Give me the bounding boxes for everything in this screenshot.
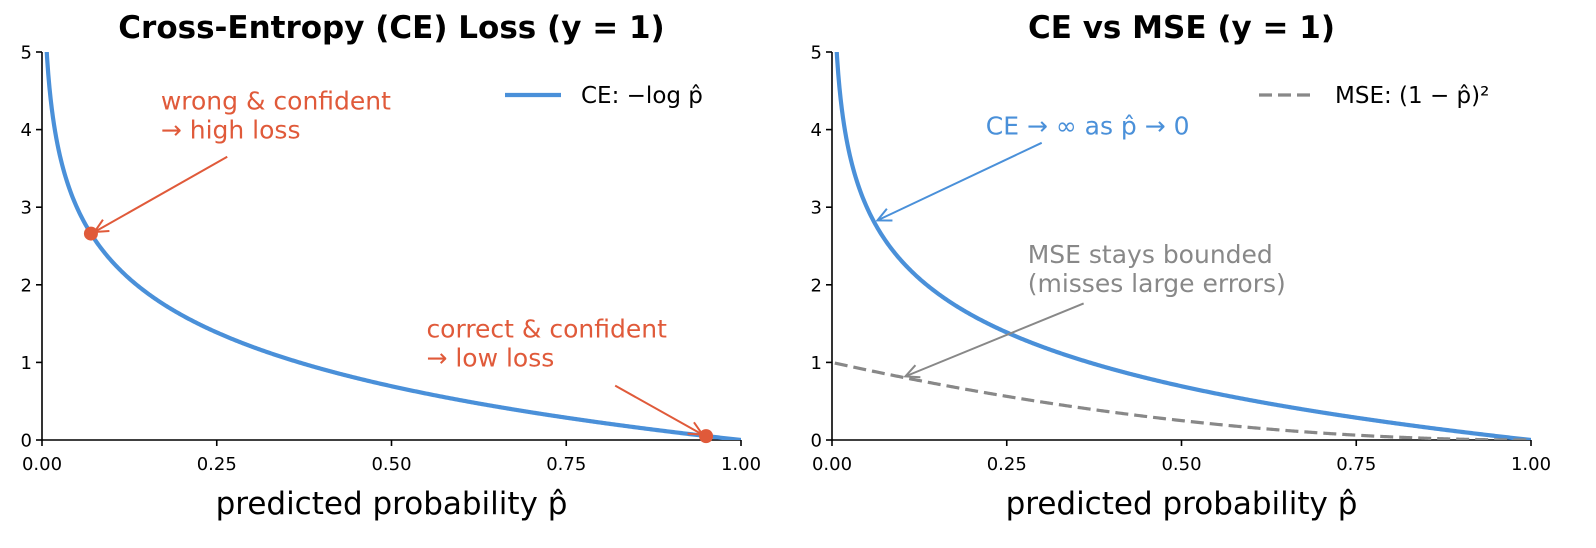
- chart-title: CE vs MSE (y = 1): [1028, 10, 1335, 46]
- y-tick-label: 3: [811, 198, 822, 219]
- annotation-text: (misses large errors): [1028, 269, 1286, 298]
- x-axis-label: predicted probability p̂: [216, 486, 568, 522]
- annotation-arrowhead: [903, 364, 921, 379]
- annotation-text: wrong & confident: [161, 86, 391, 115]
- annotation-text: CE → ∞ as p̂ → 0: [986, 111, 1190, 140]
- x-tick-label: 1.00: [1511, 454, 1551, 475]
- y-tick-label: 4: [811, 120, 822, 141]
- y-tick-label: 3: [21, 198, 32, 219]
- annotation-arrowhead: [875, 208, 893, 222]
- x-tick-label: 0.25: [197, 454, 237, 475]
- y-tick-label: 0: [21, 431, 32, 452]
- x-tick-label: 0.75: [546, 454, 586, 475]
- y-tick-label: 0: [811, 431, 822, 452]
- y-tick-label: 5: [811, 43, 822, 64]
- annotation-text: MSE stays bounded: [1028, 240, 1273, 269]
- annotation-arrowhead: [92, 219, 110, 234]
- x-tick-label: 1.00: [721, 454, 761, 475]
- annotation-text: → low loss: [426, 344, 554, 373]
- annotation-arrowhead: [687, 421, 705, 436]
- annotation-arrow: [877, 141, 1043, 222]
- x-tick-label: 0.50: [371, 454, 411, 475]
- y-tick-label: 5: [21, 43, 32, 64]
- legend-label: MSE: (1 − p̂)²: [1335, 83, 1489, 109]
- series-line-1: [44, 52, 741, 440]
- y-tick-label: 1: [21, 353, 32, 374]
- annotation-text: → high loss: [161, 115, 301, 144]
- x-tick-label: 0.00: [812, 454, 852, 475]
- chart-panel-2: CE vs MSE (y = 1) 0 1 2 3 4 5 0.00 0.25 0.50 0.75 1…: [811, 10, 1551, 522]
- x-tick-label: 0.75: [1336, 454, 1376, 475]
- x-tick-label: 0.50: [1161, 454, 1201, 475]
- y-tick-label: 2: [21, 275, 32, 296]
- y-tick-label: 2: [811, 275, 822, 296]
- y-tick-label: 1: [811, 353, 822, 374]
- annotation-arrow: [93, 155, 228, 233]
- x-tick-label: 0.25: [987, 454, 1027, 475]
- series-line-2: [834, 361, 1531, 440]
- highlight-point: [699, 429, 714, 444]
- annotation-arrow: [614, 384, 704, 436]
- highlight-point: [83, 226, 98, 241]
- annotation-arrow: [905, 302, 1085, 378]
- chart-title: Cross-Entropy (CE) Loss (y = 1): [118, 10, 664, 46]
- chart-panel-1: Cross-Entropy (CE) Loss (y = 1) 0 1 2 3 4 5 0.0…: [21, 10, 761, 522]
- x-tick-label: 0.00: [22, 454, 62, 475]
- x-axis-label: predicted probability p̂: [1006, 486, 1358, 522]
- annotation-text: correct & confident: [426, 315, 667, 344]
- series-line-1: [834, 52, 1531, 440]
- y-tick-label: 4: [21, 120, 32, 141]
- legend-label: CE: −log p̂: [581, 83, 703, 109]
